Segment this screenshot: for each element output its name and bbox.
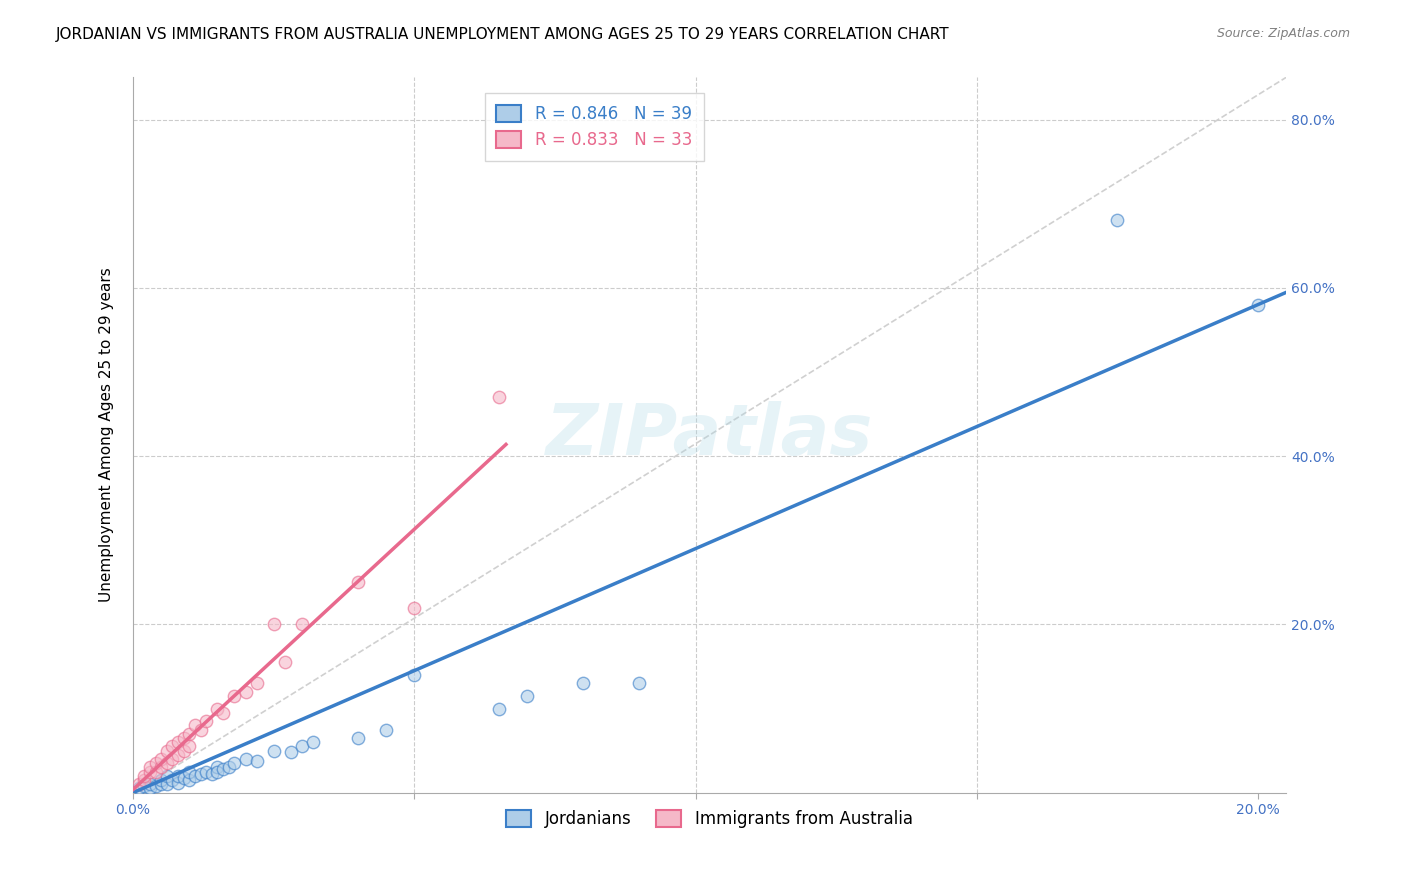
Point [190, 767, 212, 781]
Point [302, 735, 325, 749]
Point [156, 777, 179, 791]
Point [145, 756, 167, 771]
Point [375, 723, 398, 737]
Point [347, 731, 370, 745]
Point [235, 684, 257, 698]
Point [404, 600, 426, 615]
Point [291, 617, 314, 632]
Point [212, 706, 235, 720]
Point [167, 747, 190, 762]
Point [162, 772, 184, 787]
Point [235, 752, 257, 766]
Point [263, 743, 285, 757]
Point [134, 769, 156, 783]
Point [184, 769, 207, 783]
Point [628, 676, 651, 690]
Point [274, 655, 297, 669]
Point [128, 777, 150, 791]
Point [207, 701, 229, 715]
Point [162, 739, 184, 754]
Point [195, 714, 218, 728]
Point [246, 754, 269, 768]
Point [150, 777, 173, 791]
Point [173, 771, 195, 785]
Point [195, 764, 218, 779]
Point [139, 760, 162, 774]
Point [488, 390, 510, 404]
Point [207, 760, 229, 774]
Point [224, 756, 246, 771]
Point [156, 769, 179, 783]
Point [145, 764, 167, 779]
Point [201, 767, 224, 781]
Point [167, 775, 190, 789]
Point [263, 617, 285, 632]
Point [139, 781, 162, 796]
Point [1107, 213, 1129, 227]
Point [156, 743, 179, 757]
Point [207, 764, 229, 779]
Point [179, 739, 201, 754]
Point [167, 769, 190, 783]
Point [162, 752, 184, 766]
Point [179, 727, 201, 741]
Point [291, 739, 314, 754]
Point [246, 676, 269, 690]
Point [139, 777, 162, 791]
Point [224, 689, 246, 703]
Point [218, 760, 240, 774]
Point [150, 772, 173, 787]
Y-axis label: Unemployment Among Ages 25 to 29 years: Unemployment Among Ages 25 to 29 years [100, 268, 114, 602]
Text: ZIPatlas: ZIPatlas [546, 401, 873, 469]
Point [404, 668, 426, 682]
Point [572, 676, 595, 690]
Point [150, 752, 173, 766]
Point [488, 701, 510, 715]
Point [145, 779, 167, 793]
Point [212, 762, 235, 776]
Point [150, 760, 173, 774]
Point [179, 772, 201, 787]
Point [179, 764, 201, 779]
Legend: Jordanians, Immigrants from Australia: Jordanians, Immigrants from Australia [499, 803, 920, 834]
Point [134, 772, 156, 787]
Point [173, 743, 195, 757]
Point [128, 781, 150, 796]
Point [190, 723, 212, 737]
Text: Source: ZipAtlas.com: Source: ZipAtlas.com [1216, 27, 1350, 40]
Point [134, 779, 156, 793]
Point [1247, 298, 1270, 312]
Point [184, 718, 207, 732]
Point [173, 731, 195, 745]
Point [167, 735, 190, 749]
Point [347, 575, 370, 590]
Point [516, 689, 538, 703]
Point [139, 764, 162, 779]
Point [280, 745, 302, 759]
Point [156, 756, 179, 771]
Text: JORDANIAN VS IMMIGRANTS FROM AUSTRALIA UNEMPLOYMENT AMONG AGES 25 TO 29 YEARS CO: JORDANIAN VS IMMIGRANTS FROM AUSTRALIA U… [56, 27, 950, 42]
